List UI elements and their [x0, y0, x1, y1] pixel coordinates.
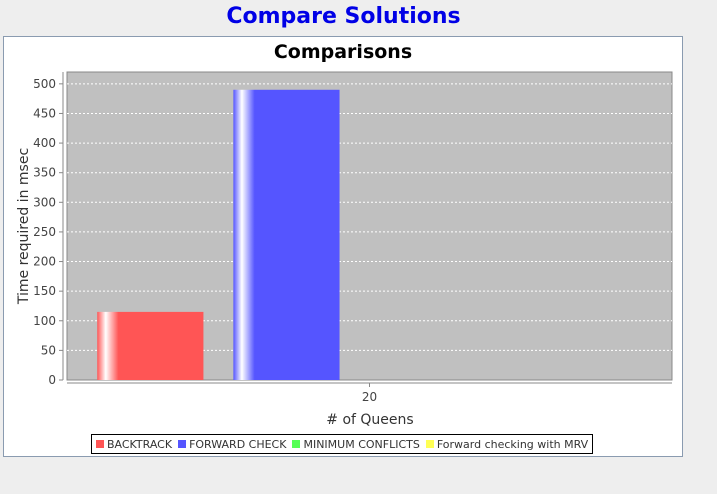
- y-tick-label: 150: [33, 284, 56, 298]
- legend-swatch: [425, 440, 434, 448]
- y-axis-ticks: 0 50 100 150 200 250 300 350 400 450 500: [33, 77, 63, 387]
- legend-item: Forward checking with MRV: [425, 437, 589, 451]
- legend-label: Forward checking with MRV: [436, 437, 589, 451]
- legend-item: MINIMUM CONFLICTS: [292, 437, 420, 451]
- legend-swatch: [96, 440, 104, 448]
- legend-label: FORWARD CHECK: [189, 437, 287, 451]
- window-title: Compare Solutions: [226, 4, 461, 29]
- y-tick-label: 350: [33, 166, 56, 180]
- legend-item: FORWARD CHECK: [178, 438, 286, 451]
- legend-swatch: [178, 440, 187, 448]
- y-tick-label: 400: [33, 136, 56, 150]
- y-tick-label: 450: [33, 106, 56, 120]
- chart-title: Comparisons: [274, 41, 412, 63]
- bars: [97, 89, 340, 380]
- y-axis-title: Time required in msec: [16, 148, 32, 305]
- legend-label: BACKTRACK: [107, 437, 173, 451]
- legend: BACKTRACK FORWARD CHECK MINIMUM CONFLICTS F…: [91, 434, 594, 454]
- bar-backtrack: [97, 311, 204, 380]
- x-axis-title: # of Queens: [326, 412, 413, 428]
- legend-swatch: [292, 440, 301, 448]
- x-tick-label: 20: [362, 390, 377, 404]
- y-tick-label: 250: [33, 225, 56, 239]
- legend-label: MINIMUM CONFLICTS: [303, 437, 420, 451]
- bar-forward-check: [233, 89, 340, 380]
- y-tick-label: 50: [41, 343, 56, 357]
- y-tick-label: 100: [33, 314, 56, 328]
- y-tick-label: 500: [33, 77, 56, 91]
- legend-item: BACKTRACK: [96, 438, 172, 451]
- y-tick-label: 0: [48, 373, 56, 387]
- y-tick-label: 300: [33, 195, 56, 209]
- y-tick-label: 200: [33, 255, 56, 269]
- bar-chart: Comparisons 0 50 100 150 200 250 300 350 400 450 5…: [16, 41, 673, 428]
- chart-panel: Comparisons 0 50 100 150 200 250 300 350 400 450 5…: [3, 36, 683, 457]
- x-axis-ticks: 20: [362, 383, 377, 404]
